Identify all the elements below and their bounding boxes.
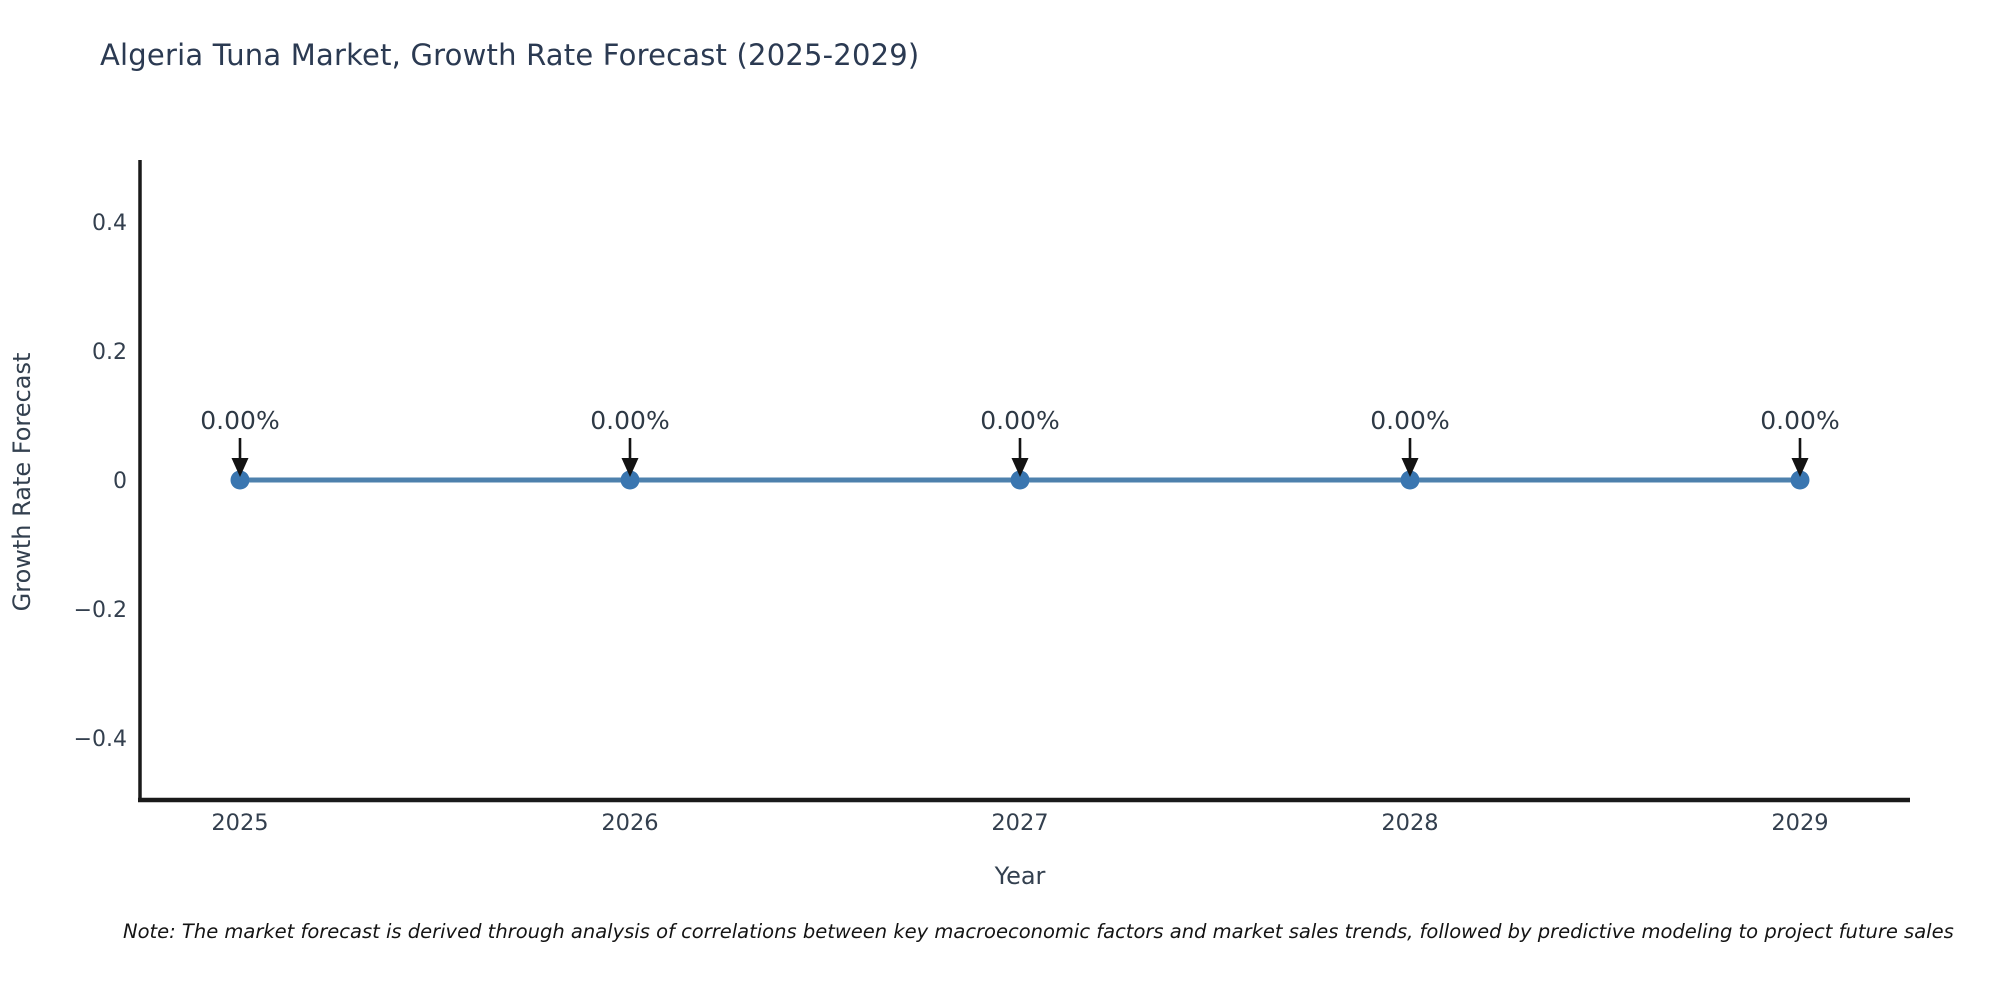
annotation-arrow-head xyxy=(1011,458,1029,477)
data-point xyxy=(230,470,250,490)
data-point xyxy=(1790,470,1810,490)
annotation-arrow-head xyxy=(621,458,639,477)
data-point-label: 0.00% xyxy=(1370,406,1449,435)
x-tick-label: 2028 xyxy=(1381,810,1438,836)
y-tick-label: −0.4 xyxy=(74,727,127,752)
x-axis-label: Year xyxy=(994,862,1046,890)
y-tick-label: 0.4 xyxy=(92,211,127,236)
x-tick-label: 2027 xyxy=(991,810,1048,836)
data-point-label: 0.00% xyxy=(980,406,1059,435)
x-tick-label: 2026 xyxy=(601,810,658,836)
y-tick-label: 0.2 xyxy=(92,340,127,365)
data-point-label: 0.00% xyxy=(1760,406,1839,435)
y-tick-label: 0 xyxy=(113,469,127,494)
annotation-arrow-head xyxy=(1401,458,1419,477)
x-tick-label: 2029 xyxy=(1771,810,1828,836)
x-tick-label: 2025 xyxy=(211,810,268,836)
y-tick-label: −0.2 xyxy=(74,598,127,623)
data-point xyxy=(1400,470,1420,490)
data-point-label: 0.00% xyxy=(590,406,669,435)
data-point xyxy=(1010,470,1030,490)
annotation-arrow-head xyxy=(231,458,249,477)
chart-title: Algeria Tuna Market, Growth Rate Forecas… xyxy=(100,38,920,72)
footnote: Note: The market forecast is derived thr… xyxy=(123,920,1954,943)
data-point-label: 0.00% xyxy=(200,406,279,435)
annotation-arrow-head xyxy=(1791,458,1809,477)
data-point xyxy=(620,470,640,490)
